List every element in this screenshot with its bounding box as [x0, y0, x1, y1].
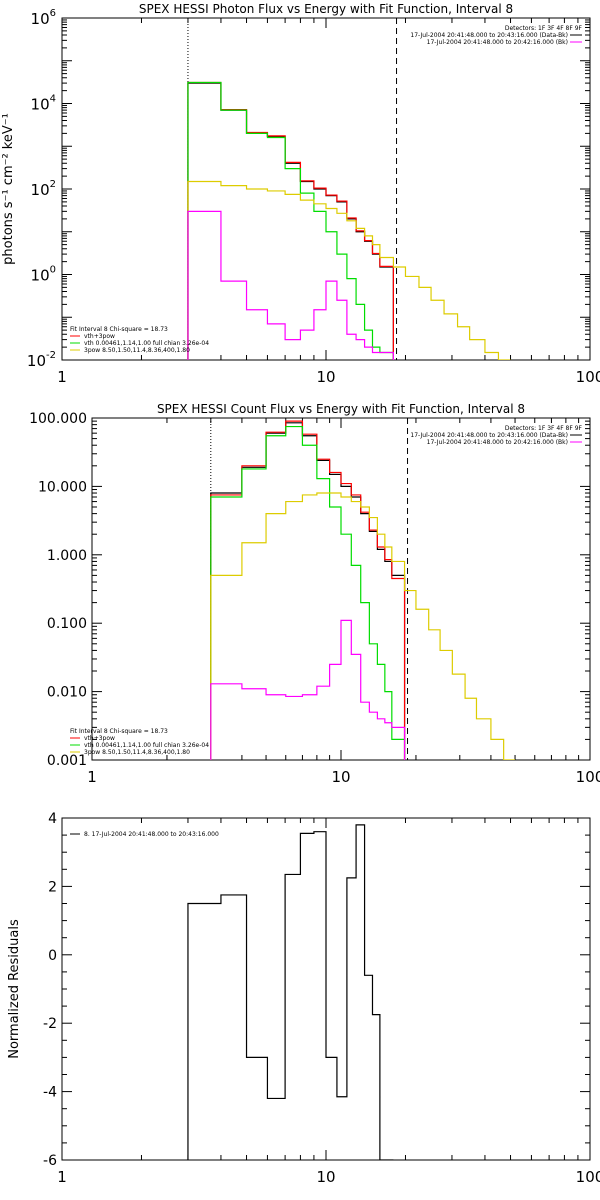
y-tick-label: 0.010	[47, 685, 87, 701]
chart-title: SPEX HESSI Photon Flux vs Energy with Fi…	[139, 2, 513, 16]
series-line-5	[187, 210, 394, 360]
series-group	[210, 420, 516, 760]
series-group	[187, 81, 511, 360]
x-tick-label: 10	[316, 1168, 335, 1186]
plot-frame	[91, 417, 591, 761]
x-tick-label: 10	[316, 368, 335, 386]
legend-text: Fit Interval 8 Chi-square = 18.73	[70, 728, 168, 735]
y-tick-label: 2	[48, 879, 57, 895]
y-axis-label: Normalized Residuals	[7, 919, 22, 1059]
y-tick-label: 104	[31, 94, 56, 114]
chart-panel-1: 1 10 100 10-2 100 102 104 106 SPEX HESSI Photon …	[1, 2, 600, 386]
y-tick-label: -6	[43, 1153, 57, 1169]
series-line-1	[210, 422, 406, 760]
series-line-2	[210, 420, 406, 760]
legend-text: Detectors: 1F 3F 4F 8F 9F	[505, 425, 583, 432]
y-tick-label: 4	[48, 811, 57, 827]
legend-text: vth+3pow	[84, 735, 115, 742]
chart-panel-2: 1 10 100 0.001 0.010 0.100 1.000 10.000 100.000 S…	[29, 402, 600, 786]
legend-text: Fit Interval 8 Chi-square = 18.73	[70, 326, 168, 333]
y-tick-label: 10.000	[38, 479, 87, 495]
y-tick-label: -2	[43, 1016, 57, 1032]
chart-title: SPEX HESSI Count Flux vs Energy with Fit…	[157, 402, 525, 416]
legend-text: 17-Jul-2004 20:41:48.000 to 20:42:16.000…	[427, 439, 568, 446]
series-line-4	[210, 492, 516, 760]
y-tick-label: 1.000	[47, 548, 87, 564]
legend-text: 17-Jul-2004 20:41:48.000 to 20:43:16.000…	[410, 32, 568, 39]
legend-text: vth 0.00461,1.14,1.00 full chian 3.26e-0…	[84, 340, 209, 347]
y-tick-label: 0.100	[47, 616, 87, 632]
y-tick-label: 102	[31, 179, 56, 199]
chart-panel-3: 1 10 100 -6 -4 -2 0 2 4 Normalized Residuals 8. 17…	[7, 811, 600, 1186]
x-tick-label: 1	[57, 1168, 67, 1186]
legend-text: vth 0.00461,1.14,1.00 full chian 3.26e-0…	[84, 742, 209, 749]
y-tick-label: 106	[31, 8, 56, 28]
y-tick-label: 100.000	[29, 411, 87, 427]
series-line-1	[187, 82, 394, 360]
y-tick-label: 100	[31, 265, 56, 285]
legend-text: 17-Jul-2004 20:41:48.000 to 20:43:16.000…	[410, 432, 568, 439]
series-line-3	[187, 81, 394, 360]
x-tick-label: 1	[87, 768, 97, 786]
x-tick-label: 100	[576, 768, 600, 786]
legend-text: 8. 17-Jul-2004 20:41:48.000 to 20:43:16.…	[84, 831, 219, 838]
y-tick-label: 10-2	[27, 350, 56, 370]
legend-text: vth+3pow	[84, 333, 115, 340]
series-line-4	[187, 180, 511, 360]
x-tick-label: 1	[57, 368, 67, 386]
legend-text: 17-Jul-2004 20:41:48.000 to 20:42:16.000…	[427, 39, 568, 46]
x-tick-label: 10	[331, 768, 350, 786]
y-axis-label: photons s⁻¹ cm⁻² keV⁻¹	[1, 113, 16, 265]
y-tick-label: 0	[48, 948, 57, 964]
series-line-3	[210, 425, 406, 760]
y-tick-label: 0.001	[47, 753, 87, 769]
series-line-1	[187, 824, 394, 1160]
series-line-2	[187, 81, 394, 360]
series-line-5	[210, 619, 406, 760]
series-group	[187, 824, 394, 1160]
legend-text: 3pow 8.50,1.50,11.4,8.36,400,1.80	[84, 749, 190, 756]
legend-text: Detectors: 1F 3F 4F 8F 9F	[505, 25, 583, 32]
x-tick-label: 100	[576, 368, 600, 386]
legend-text: 3pow 8.50,1.50,11.4,8.36,400,1.80	[84, 347, 190, 354]
x-tick-label: 100	[576, 1168, 600, 1186]
y-tick-label: -4	[43, 1085, 57, 1101]
